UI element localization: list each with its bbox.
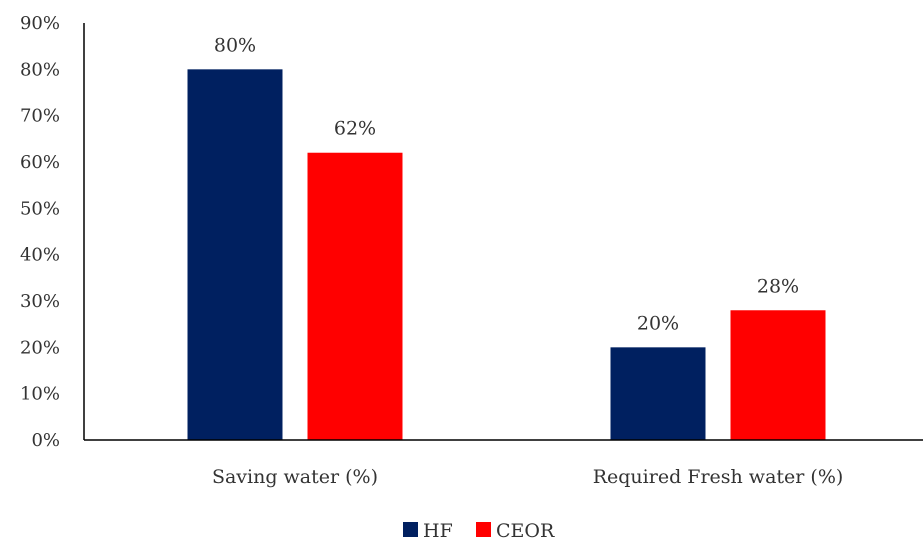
bar-ceor-1 [307,152,403,440]
data-label-ceor-2: 28% [757,275,799,297]
data-label-hf-2: 20% [637,312,679,334]
y-tick-label: 70% [20,106,60,127]
bar-hf-1 [187,69,283,440]
category-label: Required Fresh water (%) [593,466,844,488]
y-tick-label: 40% [20,245,60,266]
data-label-ceor-1: 62% [334,118,376,140]
y-tick-label: 0% [31,430,60,451]
data-label-hf-1: 80% [214,34,256,56]
y-tick-label: 80% [20,59,60,80]
legend-label-hf: HF [423,520,453,541]
bars-group [187,69,826,440]
legend-label-ceor: CEOR [496,520,555,541]
legend-swatch-ceor [476,522,491,537]
y-tick-label: 60% [20,152,60,173]
bar-ceor-2 [730,310,826,440]
data-labels-group: 80% 62% 20% 28% [214,34,799,334]
y-axis-ticks: 0% 10% 20% 30% 40% 50% 60% 70% 80% 90% [20,13,60,451]
y-tick-label: 90% [20,13,60,34]
category-labels-group: Saving water (%) Required Fresh water (%) [212,466,843,488]
y-tick-label: 50% [20,198,60,219]
legend-swatch-hf [403,522,418,537]
bar-hf-2 [610,347,706,440]
y-tick-label: 30% [20,291,60,312]
legend: HF CEOR [403,520,555,541]
y-tick-label: 10% [20,384,60,405]
category-label: Saving water (%) [212,466,378,488]
y-tick-label: 20% [20,337,60,358]
